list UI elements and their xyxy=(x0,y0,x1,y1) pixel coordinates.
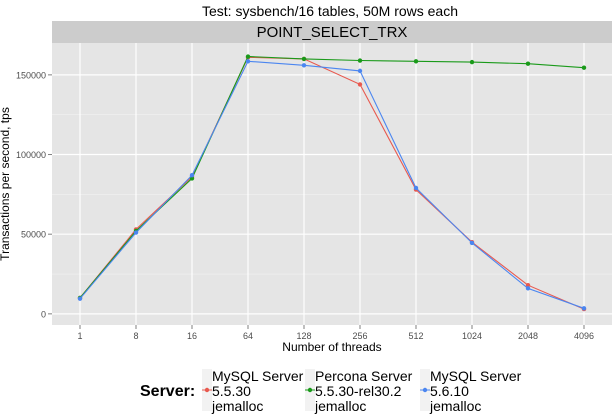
data-point xyxy=(469,240,475,246)
data-point xyxy=(189,176,195,181)
legend-key-point xyxy=(204,387,210,393)
x-tick-label: 1024 xyxy=(462,331,482,341)
chart-title: Test: sysbench/16 tables, 50M rows each xyxy=(202,3,458,19)
legend: Server: MySQL Server5.5.30jemallocPercon… xyxy=(140,368,522,414)
x-tick-label: 256 xyxy=(352,331,367,341)
data-point xyxy=(133,230,139,235)
x-tick-label: 16 xyxy=(187,331,197,341)
series-line xyxy=(79,56,585,310)
y-tick-label: 100000 xyxy=(16,150,46,160)
legend-label-line: jemalloc xyxy=(314,398,366,414)
data-point xyxy=(301,63,307,68)
x-axis-title: Number of threads xyxy=(282,340,381,354)
data-point xyxy=(413,59,419,64)
x-tick-label: 2048 xyxy=(518,331,538,341)
data-point xyxy=(413,185,419,191)
data-point xyxy=(525,282,531,288)
x-tick-label: 1 xyxy=(77,331,82,341)
series-layer xyxy=(77,54,587,312)
series-3 xyxy=(77,59,587,311)
legend-key-point xyxy=(307,387,313,393)
data-point xyxy=(525,61,531,66)
data-point xyxy=(301,56,307,62)
series-line xyxy=(79,55,585,299)
x-tick-label: 8 xyxy=(133,331,138,341)
data-point xyxy=(469,59,475,65)
legend-label-line: MySQL Server xyxy=(212,368,304,384)
data-point xyxy=(357,58,363,63)
data-point xyxy=(77,296,83,301)
legend-label-line: 5.5.30 xyxy=(212,383,251,399)
facet-strip xyxy=(52,21,612,43)
x-tick-label: 64 xyxy=(243,331,253,341)
legend-label-line: MySQL Server xyxy=(430,368,522,384)
legend-label-line: 5.5.30-rel30.2 xyxy=(315,383,402,399)
x-tick-label: 128 xyxy=(296,331,311,341)
y-axis-title: Transactions per second, tps xyxy=(0,107,12,261)
legend-key-point xyxy=(422,387,428,393)
axes: 0 50000 100000 150000 1 8 16 64 128 256 512 1024 204… xyxy=(16,70,594,341)
y-tick-label: 150000 xyxy=(16,70,46,80)
x-tick-label: 512 xyxy=(408,331,423,341)
series-line xyxy=(79,60,585,309)
y-tick-label: 0 xyxy=(41,309,46,319)
data-point xyxy=(581,65,587,70)
data-point xyxy=(189,173,195,178)
legend-label-line: jemalloc xyxy=(429,398,481,414)
data-point xyxy=(245,54,251,59)
data-point xyxy=(581,306,587,311)
data-point xyxy=(245,59,251,64)
x-tick-label: 4096 xyxy=(574,331,594,341)
data-point xyxy=(357,68,363,74)
legend-title: Server: xyxy=(140,383,195,400)
data-point xyxy=(525,286,531,291)
data-point xyxy=(357,82,363,87)
legend-label-line: jemalloc xyxy=(211,398,263,414)
y-tick-label: 50000 xyxy=(21,230,46,240)
legend-label-line: 5.6.10 xyxy=(430,383,469,399)
legend-label-line: Percona Server xyxy=(315,368,413,384)
facet-label: POINT_SELECT_TRX xyxy=(257,24,408,41)
grid-lines xyxy=(52,43,612,325)
